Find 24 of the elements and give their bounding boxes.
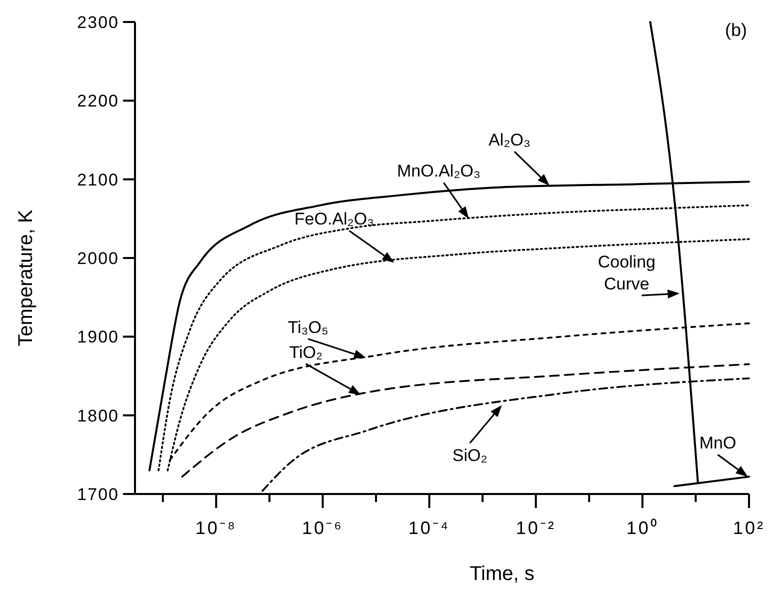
x-tick-label: 10⁻⁶ xyxy=(302,518,344,538)
annotation: FeO.Al₂O₃ xyxy=(294,210,374,229)
annotation: TiO₂ xyxy=(289,342,323,362)
y-tick-label: 2300 xyxy=(77,12,119,32)
x-tick-label: 10² xyxy=(732,518,766,538)
annotation: MnO xyxy=(699,434,736,453)
annotation: (b) xyxy=(725,20,747,40)
x-tick-label: 10⁻² xyxy=(516,518,556,538)
y-tick-label: 1900 xyxy=(77,328,119,347)
annotation: SiO₂ xyxy=(452,446,488,466)
y-axis-title: Temperature, K xyxy=(15,208,37,346)
y-tick-label: 2200 xyxy=(77,92,119,111)
x-tick-label: 10⁻⁴ xyxy=(408,518,450,538)
x-tick-label: 10⁰ xyxy=(626,518,658,538)
y-tick-label: 2100 xyxy=(77,170,119,190)
annotation: Ti₃O₅ xyxy=(288,318,328,337)
annotation: Al₂O₃ xyxy=(488,130,530,150)
x-axis-title: Time, s xyxy=(470,563,534,585)
annotation: MnO.Al₂O₃ xyxy=(397,162,480,181)
y-tick-label: 1700 xyxy=(77,484,119,504)
y-tick-label: 1800 xyxy=(77,406,119,426)
y-tick-label: 2000 xyxy=(77,248,119,268)
x-tick-label: 10⁻⁸ xyxy=(195,518,237,538)
annotation: Cooling Curve xyxy=(598,252,656,294)
